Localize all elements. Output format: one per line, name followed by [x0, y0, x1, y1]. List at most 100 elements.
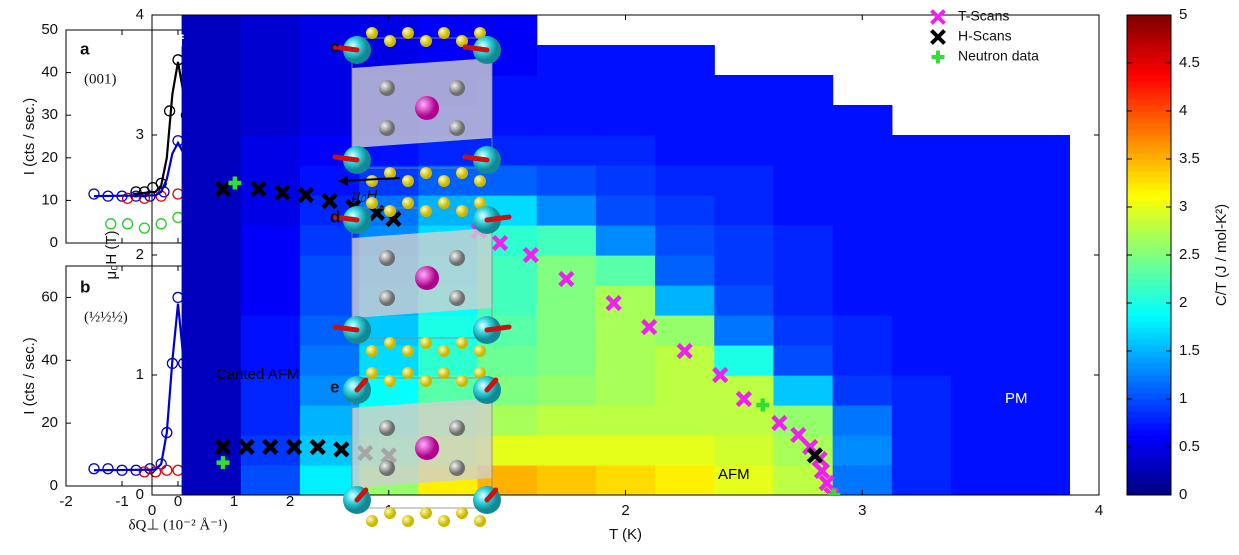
- atom: [384, 375, 396, 387]
- colorbar-swatch: [1127, 219, 1171, 226]
- spin-arrow: [462, 154, 490, 163]
- heatmap-cell: [951, 135, 1011, 166]
- x-tick-label: -1: [115, 493, 128, 510]
- data-point: [641, 318, 658, 336]
- atom: [402, 197, 414, 209]
- data-point: [735, 390, 752, 408]
- data-point: [605, 294, 622, 312]
- atom: [456, 337, 468, 349]
- heatmap-cell: [240, 345, 301, 376]
- data-point: [161, 464, 173, 476]
- colorbar-swatch: [1127, 237, 1171, 244]
- atom: [438, 197, 450, 209]
- heatmap-cell: [714, 225, 775, 256]
- heatmap-cell: [181, 195, 242, 226]
- y-tick-label: 30: [41, 106, 58, 123]
- heatmap-cell: [951, 315, 1011, 346]
- colorbar-tick-label: 0: [1179, 486, 1187, 503]
- y-tick-label: 3: [136, 126, 144, 143]
- heatmap-cell: [181, 465, 242, 495]
- spin-arrow: [354, 377, 369, 393]
- atom: [474, 175, 486, 187]
- heatmap-cell: [181, 165, 242, 196]
- heatmap-cell: [714, 315, 775, 346]
- atom: [402, 367, 414, 379]
- heatmap-cell: [299, 105, 360, 136]
- data-point: [321, 192, 338, 210]
- heatmap-cell: [181, 315, 242, 346]
- colorbar-swatch: [1127, 303, 1171, 310]
- atom: [415, 436, 439, 460]
- atom: [420, 205, 432, 217]
- heatmap-cell: [595, 435, 656, 466]
- atom: [474, 515, 486, 527]
- region-label: AFM: [718, 466, 750, 483]
- heatmap-cell: [714, 105, 775, 136]
- y-tick-label: 0: [50, 234, 58, 251]
- heatmap-cell: [299, 75, 360, 106]
- colorbar-swatch: [1127, 93, 1171, 100]
- colorbar-swatch: [1127, 339, 1171, 346]
- colorbar-tick-label: 4.5: [1179, 54, 1200, 71]
- atom: [415, 96, 439, 120]
- heatmap-cell: [832, 405, 893, 436]
- colorbar-swatch: [1127, 483, 1171, 490]
- data-point: [149, 466, 162, 478]
- colorbar-tick-label: 1: [1179, 390, 1187, 407]
- data-point: [827, 488, 841, 495]
- y-tick-label: 40: [41, 351, 58, 368]
- heatmap-cell: [181, 345, 242, 376]
- colorbar-swatch: [1127, 153, 1171, 160]
- y-axis-label: I (cts / sec.): [21, 98, 38, 176]
- atom: [402, 27, 414, 39]
- heatmap-cell: [773, 255, 834, 286]
- atom: [449, 420, 465, 436]
- heatmap-cell: [773, 285, 834, 316]
- colorbar-swatch: [1127, 69, 1171, 76]
- heatmap-cell: [655, 405, 715, 436]
- data-point: [138, 222, 151, 234]
- heatmap-cell: [240, 225, 301, 256]
- atom: [379, 290, 395, 306]
- colorbar-swatch: [1127, 27, 1171, 34]
- series-group: [216, 176, 841, 495]
- heatmap-cell: [1010, 225, 1071, 256]
- data-point: [172, 464, 184, 476]
- panel-letter: f: [178, 31, 184, 50]
- colorbar-swatch: [1127, 165, 1171, 172]
- panel-letter: e: [330, 377, 339, 396]
- spin-arrow: [484, 377, 499, 393]
- heatmap-cell: [240, 405, 301, 436]
- atom: [438, 367, 450, 379]
- colorbar-swatch: [1127, 171, 1171, 178]
- heatmap-cell: [891, 135, 952, 166]
- colorbar-tick-label: 2: [1179, 294, 1187, 311]
- heatmap-cell: [655, 255, 715, 286]
- heatmap-cell: [1010, 315, 1071, 346]
- colorbar-swatch: [1127, 357, 1171, 364]
- heatmap-cell: [536, 105, 597, 136]
- data-point: [214, 438, 232, 456]
- colorbar-swatch: [1127, 267, 1171, 274]
- heatmap-cell: [240, 105, 301, 136]
- heatmap-cell: [181, 15, 242, 46]
- heatmap-cell: [536, 465, 597, 495]
- panel-letter: c: [330, 37, 339, 56]
- spin-arrow: [332, 154, 360, 163]
- heatmap-cell: [891, 345, 952, 376]
- data-point: [676, 342, 693, 360]
- colorbar-swatch: [1127, 279, 1171, 286]
- atom: [420, 167, 432, 179]
- colorbar-swatch: [1127, 33, 1171, 40]
- colorbar-swatch: [1127, 309, 1171, 316]
- heatmap-cell: [891, 195, 952, 226]
- heatmap-cell: [536, 195, 597, 226]
- heatmap-cell: [595, 345, 656, 376]
- colorbar-swatch: [1127, 387, 1171, 394]
- heatmap-cell: [655, 465, 715, 495]
- heatmap-cell: [655, 315, 715, 346]
- heatmap-cell: [891, 465, 952, 495]
- data-point: [102, 463, 114, 475]
- atom: [474, 27, 486, 39]
